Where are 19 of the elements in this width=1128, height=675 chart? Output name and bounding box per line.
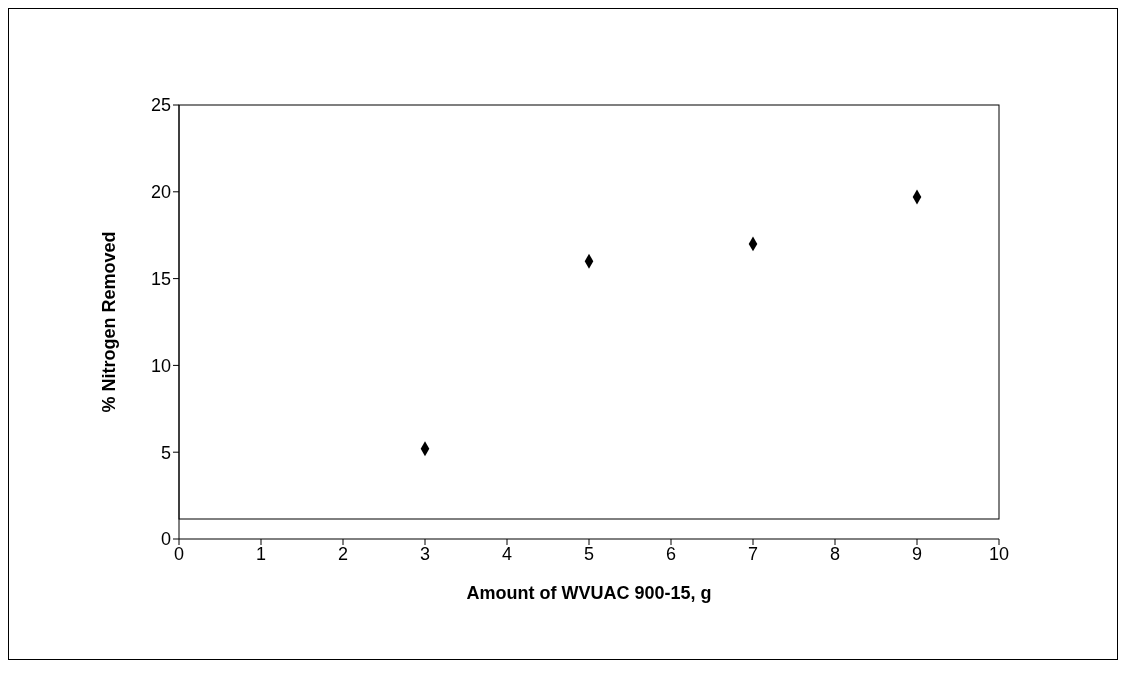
y-tick-label: 25 [150,95,171,116]
x-tick-label: 7 [747,543,759,564]
x-tick-label: 3 [419,543,431,564]
x-tick-label: 5 [583,543,595,564]
x-tick-label: 6 [665,543,677,564]
x-tick-label: 8 [829,543,841,564]
y-tick-label: 20 [150,182,171,203]
x-axis-title: Amount of WVUAC 900-15, g [466,583,712,603]
x-tick-label: 4 [501,543,513,564]
x-tick-label: 9 [911,543,923,564]
x-tick-label: 2 [337,543,349,564]
y-tick-label: 15 [150,268,171,289]
x-tick-label: 10 [988,543,1010,564]
y-tick-label: 5 [160,442,171,463]
x-tick-label: 1 [255,543,267,564]
y-axis-title: % Nitrogen Removed [99,231,120,413]
y-tick-label: 10 [150,355,171,376]
x-tick-label: 0 [173,543,185,564]
y-tick-label: 0 [160,529,171,550]
